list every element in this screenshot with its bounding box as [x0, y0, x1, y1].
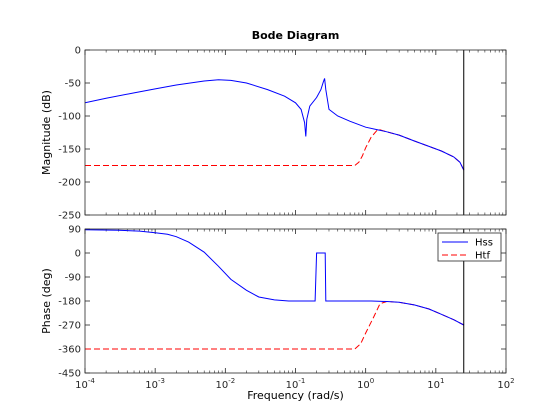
- series-line-hss: [85, 78, 465, 171]
- plot-frame: [84, 228, 507, 374]
- x-tick-label: 10-1: [286, 377, 306, 391]
- series-line-hss: [85, 229, 465, 326]
- y-tick-label: 0: [75, 46, 81, 57]
- legend-box: [437, 232, 502, 262]
- phase-panel: 90 0 -90 -180 -270 -360 -450 Phase (deg) 10-4 10-…: [40, 225, 515, 392]
- y-tick-label: -180: [58, 297, 81, 308]
- y-tick-label: -360: [58, 345, 81, 356]
- x-tick-label: 101: [427, 377, 444, 391]
- x-tick-label: 10-3: [145, 377, 165, 391]
- y-tick-label: 0: [75, 249, 81, 260]
- y-tick-label: -100: [58, 112, 81, 123]
- x-tick-label: 10-4: [75, 377, 95, 391]
- y-tick-label: -250: [58, 211, 81, 222]
- series-line-htf: [85, 300, 465, 350]
- legend: Hss Htf: [437, 232, 502, 262]
- plot-area: [85, 50, 506, 215]
- legend-label-hss: Hss: [475, 238, 493, 249]
- magnitude-panel: 0 -50 -100 -150 -200 -250 Magnitude (dB): [40, 46, 507, 222]
- x-axis-label: Frequency (rad/s): [247, 389, 344, 402]
- legend-label-htf: Htf: [475, 251, 490, 262]
- y-tick-label: -50: [65, 79, 81, 90]
- y-tick-label: -270: [58, 321, 81, 332]
- x-tick-label: 10-2: [215, 377, 235, 391]
- y-tick-label: -90: [65, 273, 81, 284]
- chart-panels: 0 -50 -100 -150 -200 -250 Magnitude (dB) 90 0 -90…: [40, 46, 515, 392]
- y-tick-label: -150: [58, 145, 81, 156]
- y-tick-label: -450: [58, 369, 81, 380]
- chart-title: Bode Diagram: [252, 29, 340, 42]
- x-tick-label: 102: [497, 377, 514, 391]
- plot-frame: [84, 49, 507, 216]
- y-axis-label: Magnitude (dB): [40, 90, 53, 175]
- y-tick-label: 90: [68, 225, 81, 236]
- y-axis-label: Phase (deg): [40, 268, 53, 334]
- x-tick-label: 100: [357, 377, 374, 391]
- y-tick-label: -200: [58, 178, 81, 189]
